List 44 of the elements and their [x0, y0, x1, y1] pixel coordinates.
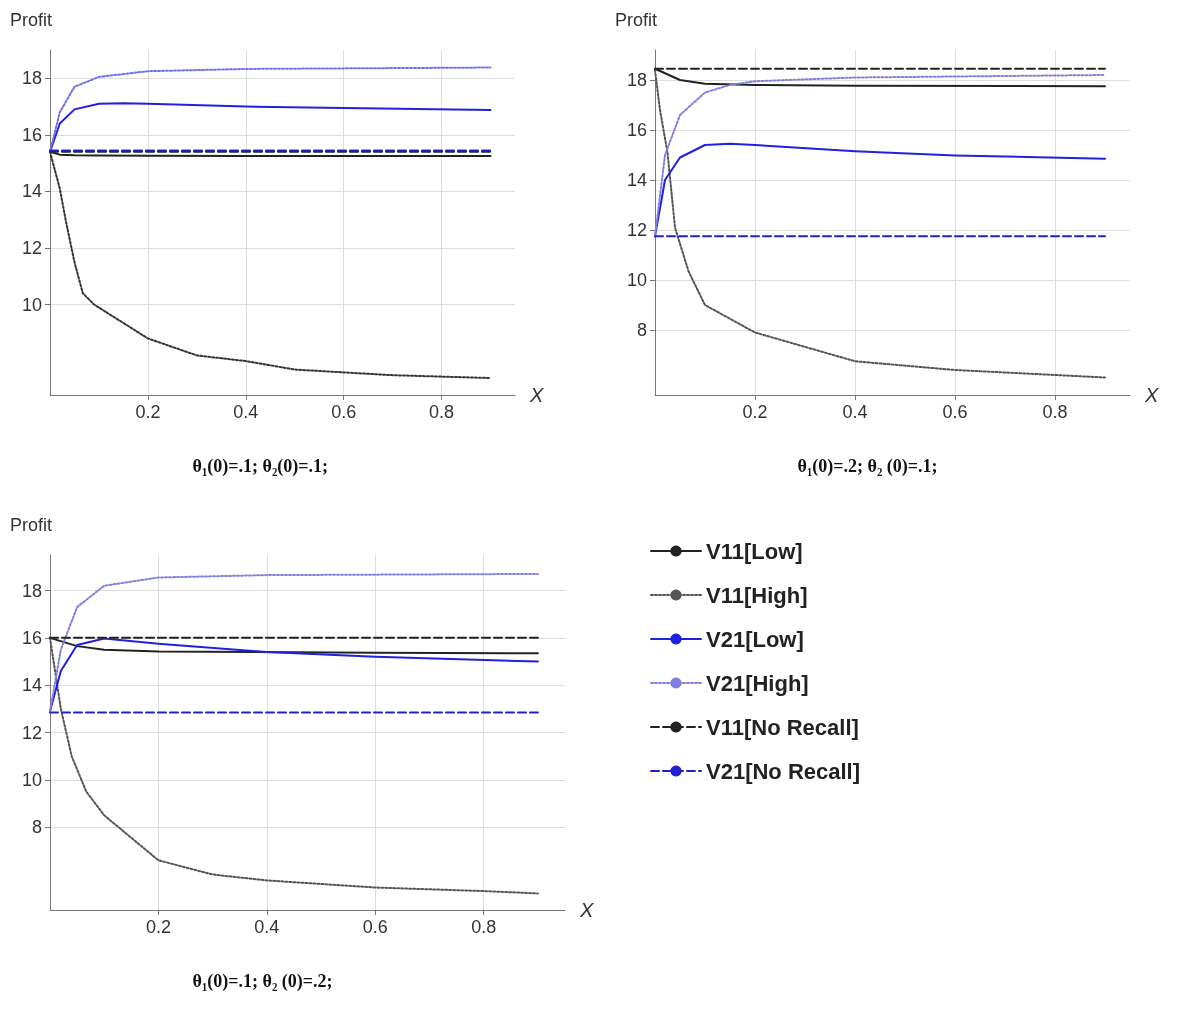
- y-tick-label: 12: [21, 237, 42, 258]
- y-axis-title: Profit: [10, 10, 53, 30]
- y-tick-label: 18: [626, 70, 647, 90]
- y-tick-label: 16: [626, 120, 647, 140]
- legend-label: V11[Low]: [706, 538, 803, 564]
- y-tick-label: 14: [626, 170, 647, 190]
- x-tick-label: 0.8: [429, 402, 455, 422]
- x-tick-label: 0.8: [1042, 402, 1068, 422]
- y-tick-label: 14: [21, 675, 42, 696]
- y-tick-label: 18: [21, 68, 42, 89]
- legend-label: V21[High]: [706, 670, 809, 696]
- y-axis-title: Profit: [10, 515, 53, 535]
- x-tick-label: 0.2: [145, 917, 171, 937]
- x-tick-label: 0.4: [254, 917, 280, 937]
- x-axis-title: X: [1144, 384, 1159, 406]
- y-tick-label: 16: [21, 627, 42, 648]
- legend-label: V21[Low]: [706, 626, 804, 652]
- y-tick-label: 18: [21, 580, 42, 601]
- x-axis-title: X: [529, 384, 544, 406]
- x-tick-label: 0.6: [942, 402, 968, 422]
- text: θ₁(0)=.1; θ₂(0)=.1;: [192, 456, 329, 477]
- y-tick-label: 12: [626, 220, 647, 240]
- x-axis-title: X: [579, 899, 594, 921]
- x-tick-label: 0.6: [362, 917, 388, 937]
- x-tick-label: 0.2: [135, 402, 161, 422]
- x-tick-label: 0.4: [233, 402, 259, 422]
- y-tick-label: 16: [21, 124, 42, 145]
- y-tick-label: 10: [626, 270, 647, 290]
- y-tick-label: 8: [31, 817, 42, 838]
- legend-label: V11[No Recall]: [706, 714, 859, 740]
- text: θ₁(0)=.1; θ₂ (0)=.2;: [192, 971, 333, 992]
- y-tick-label: 10: [21, 294, 42, 315]
- legend-label: V21[No Recall]: [706, 758, 861, 784]
- x-tick-label: 0.2: [742, 402, 768, 422]
- legend-label: V11[High]: [706, 582, 808, 608]
- y-axis-title: Profit: [615, 10, 658, 30]
- y-tick-label: 12: [21, 722, 42, 743]
- text: θ₁(0)=.2; θ₂ (0)=.1;: [797, 456, 938, 477]
- x-tick-label: 0.8: [471, 917, 497, 937]
- y-tick-label: 8: [636, 320, 647, 340]
- x-tick-label: 0.6: [331, 402, 357, 422]
- y-tick-label: 14: [21, 181, 42, 202]
- x-tick-label: 0.4: [842, 402, 868, 422]
- y-tick-label: 10: [21, 769, 42, 790]
